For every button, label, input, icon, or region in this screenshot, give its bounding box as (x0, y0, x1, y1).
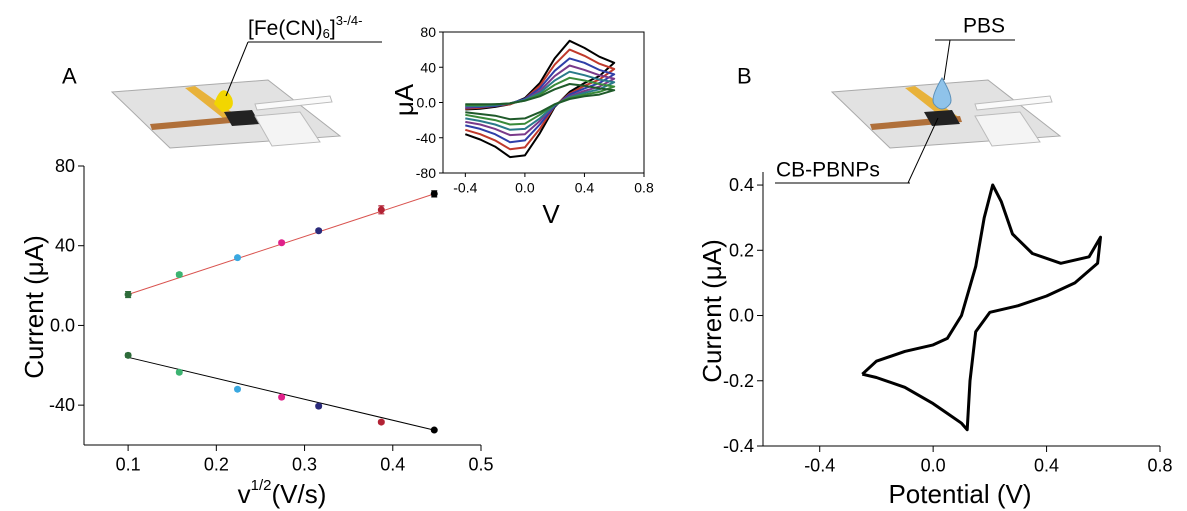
y-tick-label: 40 (420, 59, 436, 75)
y-tick-label: 0.4 (729, 175, 754, 195)
y-tick-label: -0.4 (723, 436, 754, 456)
cv-curve (861, 183, 1102, 432)
x-tick-label: 0.8 (1147, 456, 1172, 476)
x-axis-label: V (542, 199, 560, 229)
data-point (315, 402, 323, 410)
data-point (377, 418, 385, 426)
y-tick-label: -0.2 (723, 371, 754, 391)
y-tick-label: 0.2 (729, 240, 754, 260)
x-tick-label: 0.4 (1034, 456, 1059, 476)
x-axis-label: Potential (V) (888, 479, 1031, 509)
x-tick-label: 0.3 (292, 455, 317, 475)
annotation: CB-PBNPs (776, 159, 880, 182)
annotation: [Fe(CN)6]3-/4- (248, 13, 362, 41)
x-tick-label: 0.5 (468, 455, 493, 475)
x-tick-label: -0.4 (453, 180, 477, 196)
data-point (377, 206, 385, 214)
x-tick-label: 0.1 (116, 455, 141, 475)
x-axis-label-part: (V/s) (271, 479, 326, 509)
annotation: PBS (963, 15, 1005, 38)
data-point (315, 227, 323, 235)
data-point (175, 271, 183, 279)
y-tick-label: 80 (55, 156, 75, 176)
y-tick-label: -40 (49, 395, 75, 415)
x-tick-label: 0.8 (634, 180, 654, 196)
data-point (430, 426, 438, 434)
y-tick-label: 0.0 (729, 306, 754, 326)
y-axis-label: μA (389, 83, 419, 116)
data-point (124, 351, 132, 359)
y-tick-label: -40 (416, 130, 436, 146)
annotation-sub: 6 (323, 26, 330, 41)
plot-frame (442, 31, 645, 174)
x-tick-label: 0.4 (575, 180, 595, 196)
panel-label: B (737, 64, 752, 89)
y-axis-label: Current (μA) (19, 235, 49, 379)
cv-curve (465, 83, 616, 121)
x-tick-label: 0.2 (204, 455, 229, 475)
y-tick-label: 40 (55, 236, 75, 256)
panel-label: A (62, 64, 77, 89)
electrode-illustration-a (110, 41, 382, 149)
x-axis-label-sup: 1/2 (251, 477, 272, 494)
data-point (278, 393, 286, 401)
y-tick-label: 0.0 (50, 315, 75, 335)
data-point (124, 291, 132, 299)
y-tick-label: 80 (420, 24, 436, 40)
annotation-part: [Fe(CN) (248, 17, 323, 40)
data-point (175, 368, 183, 376)
data-point (278, 239, 286, 247)
x-tick-label: 0.4 (380, 455, 405, 475)
data-point (234, 385, 242, 393)
data-point (234, 254, 242, 262)
electrode-illustration-b (775, 39, 1062, 184)
x-axis-label: v1/2(V/s) (238, 477, 327, 510)
y-tick-label: 0.0 (417, 95, 437, 111)
annotation-part: ] (330, 17, 336, 40)
annotation-sup: 3-/4- (336, 13, 363, 28)
x-axis-label-part: v (238, 479, 251, 509)
y-tick-label: -80 (416, 165, 436, 181)
x-tick-label: 0.0 (515, 180, 535, 196)
y-axis-label: Current (μA) (697, 239, 727, 383)
fit-line (127, 356, 435, 431)
x-tick-label: 0.0 (921, 456, 946, 476)
cv-curve (464, 39, 616, 159)
x-tick-label: -0.4 (804, 456, 835, 476)
data-point (430, 190, 438, 198)
